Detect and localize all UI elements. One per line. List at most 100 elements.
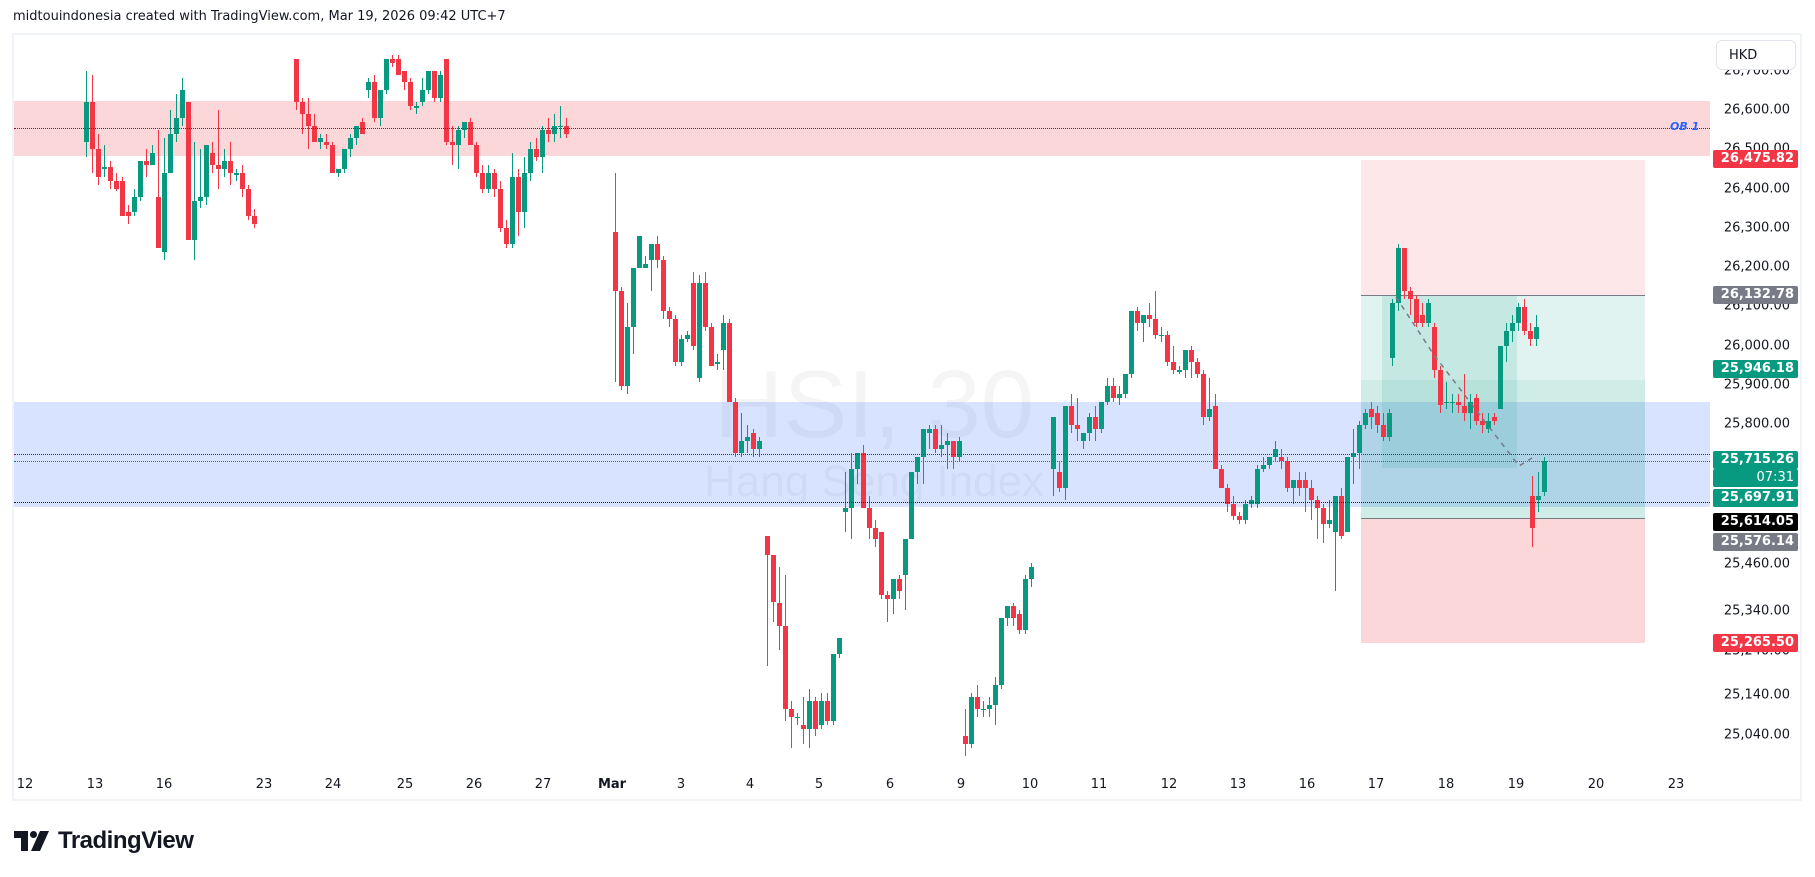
position-upper-zone bbox=[1361, 160, 1645, 295]
position-stop-zone bbox=[1361, 518, 1645, 643]
price-tick-label: 25,800.00 bbox=[1723, 416, 1790, 432]
candle-body bbox=[552, 125, 557, 134]
chart-frame bbox=[12, 33, 1802, 801]
candle-body bbox=[1105, 385, 1110, 402]
ob-label: OB 1 bbox=[1670, 120, 1700, 133]
price-marker-label: 26,475.82 bbox=[1713, 150, 1798, 168]
time-tick-label: 18 bbox=[1437, 777, 1455, 792]
candle-body bbox=[456, 129, 461, 146]
candle-body bbox=[1129, 310, 1134, 374]
candle-body bbox=[673, 318, 678, 363]
candle-body bbox=[739, 440, 744, 453]
candle-wick bbox=[1311, 480, 1312, 520]
position-target-inner-band bbox=[1361, 380, 1645, 518]
candle-body bbox=[348, 137, 353, 150]
candle-body bbox=[825, 701, 830, 721]
candle-body bbox=[667, 310, 672, 319]
candle-body bbox=[631, 267, 636, 327]
candle-body bbox=[1153, 318, 1158, 335]
candle-body bbox=[1135, 310, 1140, 323]
candle-body bbox=[312, 125, 317, 142]
candle-body bbox=[751, 433, 756, 449]
candle-body bbox=[240, 173, 245, 189]
candle-body bbox=[933, 429, 938, 449]
candle-body bbox=[1111, 385, 1116, 398]
candle-body bbox=[619, 291, 624, 386]
position-target-line bbox=[1361, 295, 1645, 296]
candle-body bbox=[1381, 425, 1386, 437]
candle-wick bbox=[416, 102, 417, 114]
candle-body bbox=[1273, 448, 1278, 457]
candle-body bbox=[1432, 326, 1437, 371]
price-marker-label: 26,132.78 bbox=[1713, 286, 1798, 304]
candle-body bbox=[438, 74, 443, 99]
time-tick-label: 26 bbox=[465, 777, 483, 792]
candle-body bbox=[1402, 247, 1407, 292]
currency-button[interactable]: HKD bbox=[1716, 40, 1796, 70]
candle-body bbox=[981, 708, 986, 711]
candle-body bbox=[855, 452, 860, 469]
price-axis[interactable]: 26,700.00 26,600.00 26,500.00 26,400.00 26,3… bbox=[1710, 35, 1800, 768]
candle-body bbox=[108, 167, 113, 181]
candle-body bbox=[757, 440, 762, 449]
candle-body bbox=[228, 161, 233, 174]
time-tick-label: 20 bbox=[1587, 777, 1605, 792]
candle-body bbox=[1075, 425, 1080, 430]
price-tick-label: 25,340.00 bbox=[1723, 603, 1790, 619]
candle-body bbox=[120, 180, 125, 217]
candle-body bbox=[420, 90, 425, 103]
candle-body bbox=[90, 102, 95, 150]
candle-body bbox=[180, 90, 185, 118]
price-tick-label: 26,600.00 bbox=[1723, 102, 1790, 118]
candle-wick bbox=[941, 425, 942, 457]
candle-body bbox=[168, 133, 173, 174]
candle-body bbox=[234, 173, 239, 175]
candle-body bbox=[1522, 307, 1527, 331]
candle-body bbox=[1480, 421, 1485, 426]
candle-body bbox=[330, 145, 335, 174]
candle-body bbox=[162, 173, 167, 252]
candle-body bbox=[1231, 504, 1236, 516]
candle-body bbox=[649, 243, 654, 260]
candle-body bbox=[861, 452, 866, 508]
candle-body bbox=[246, 188, 251, 217]
candle-body bbox=[1177, 370, 1182, 372]
candle-body bbox=[1117, 393, 1122, 398]
time-tick-label: 13 bbox=[86, 777, 104, 792]
candle-body bbox=[1093, 417, 1098, 430]
candle-body bbox=[879, 531, 884, 595]
candle-wick bbox=[791, 701, 792, 749]
candle-body bbox=[1051, 417, 1056, 469]
candle-body bbox=[1396, 247, 1401, 304]
candle-body bbox=[1005, 606, 1010, 619]
candle-body bbox=[1534, 326, 1539, 339]
candle-wick bbox=[1410, 287, 1411, 315]
candle-wick bbox=[1293, 480, 1294, 504]
candle-wick bbox=[326, 133, 327, 150]
time-tick-label: 6 bbox=[885, 777, 895, 792]
candle-body bbox=[1291, 480, 1296, 489]
candle-body bbox=[777, 602, 782, 627]
time-axis[interactable]: 12 13 16 23 24 25 26 27 Mar 3 4 5 6 9 10 11 12 13 16 17 18 19… bbox=[14, 768, 1710, 800]
candle-body bbox=[222, 161, 227, 170]
candle-body bbox=[1183, 350, 1188, 371]
candle-wick bbox=[923, 433, 924, 485]
candle-body bbox=[783, 626, 788, 709]
candle-body bbox=[771, 555, 776, 603]
candle-body bbox=[765, 535, 770, 556]
price-marker-label: 25,614.05 bbox=[1713, 513, 1798, 531]
price-tick-label: 25,460.00 bbox=[1723, 556, 1790, 572]
candle-body bbox=[957, 440, 962, 457]
chart-pane[interactable]: HSI, 30 Hang Seng Index OB 1 bbox=[14, 35, 1710, 768]
candle-body bbox=[939, 444, 944, 449]
candle-body bbox=[504, 228, 509, 244]
candle-wick bbox=[947, 433, 948, 469]
candle-body bbox=[697, 283, 702, 378]
price-marker-label: 25,265.50 bbox=[1713, 634, 1798, 652]
symbol-name-watermark: Hang Seng Index bbox=[704, 457, 1044, 507]
symbol-watermark: HSI, 30 bbox=[714, 350, 1034, 460]
candle-body bbox=[1081, 433, 1086, 441]
candle-body bbox=[1438, 370, 1443, 406]
candle-body bbox=[444, 58, 449, 142]
candle-body bbox=[1213, 405, 1218, 469]
